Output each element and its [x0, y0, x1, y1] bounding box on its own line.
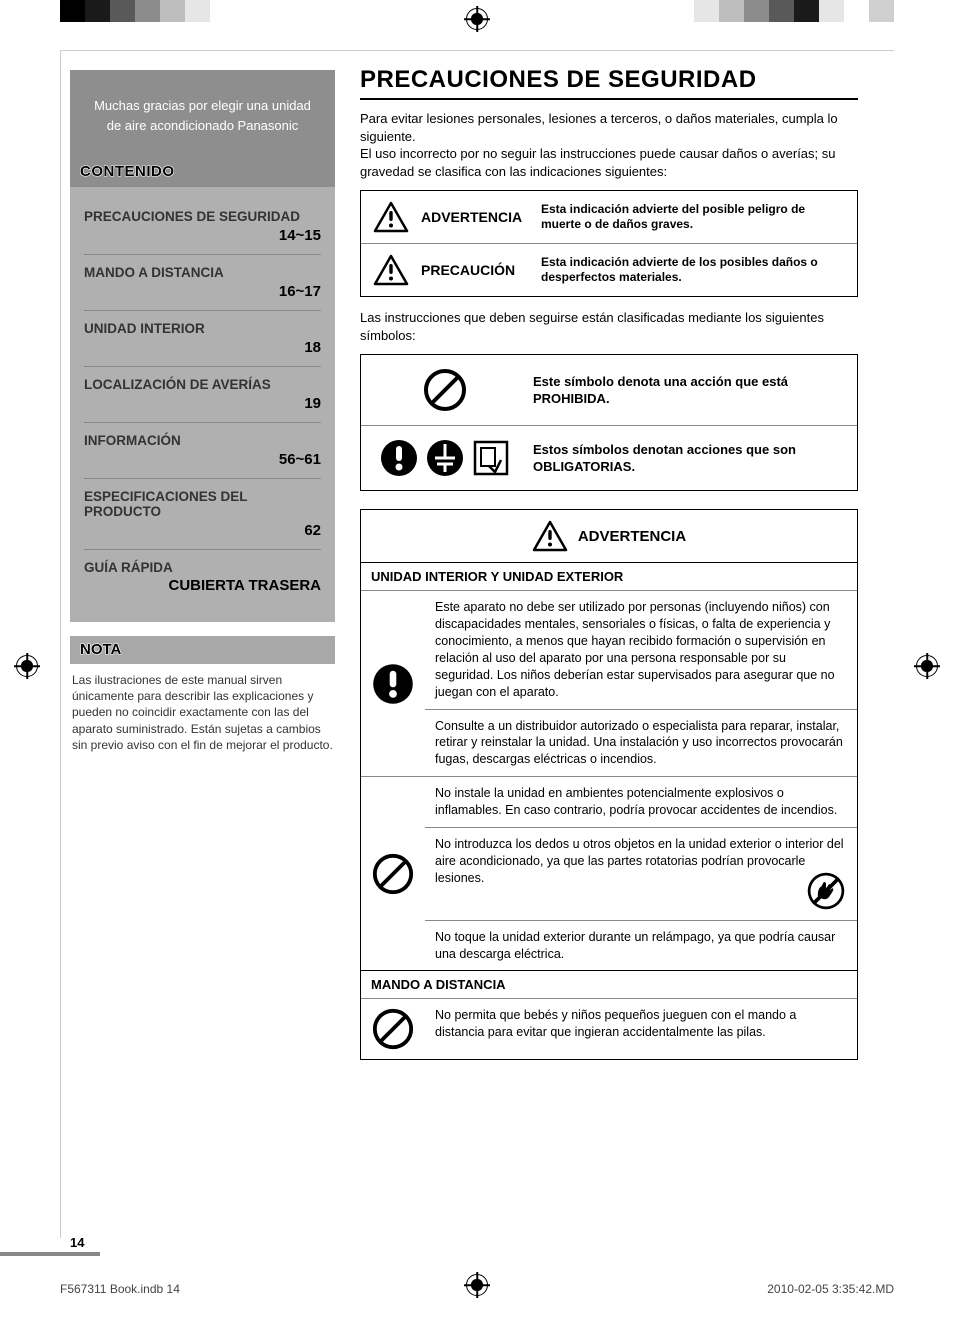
toc-item: ESPECIFICACIONES DEL PRODUCTO 62 [84, 479, 321, 550]
symbol-row-prohibited: Este símbolo denota una acción que está … [361, 355, 857, 426]
warning-text-inner: No introduzca los dedos u otros objetos … [435, 837, 844, 885]
prohibit-icon [361, 777, 425, 971]
toc-item-title: UNIDAD INTERIOR [84, 321, 321, 336]
warning-triangle-icon [532, 520, 568, 552]
toc-item: PRECAUCIONES DE SEGURIDAD 14~15 [84, 199, 321, 255]
advertencia-table-1: Este aparato no debe ser utilizado por p… [361, 590, 857, 970]
registration-mark-icon [466, 8, 488, 30]
warning-text: No introduzca los dedos u otros objetos … [425, 827, 857, 920]
section-unidad-header: UNIDAD INTERIOR Y UNIDAD EXTERIOR [361, 562, 857, 590]
severity-row: PRECAUCIÓN Esta indicación advierte de lo… [361, 244, 857, 296]
toc-header: CONTENIDO [70, 157, 335, 187]
severity-label: ADVERTENCIA [421, 209, 531, 225]
page-title: PRECAUCIONES DE SEGURIDAD [360, 66, 858, 100]
toc-item-page: 62 [84, 522, 321, 539]
advertencia-section: ADVERTENCIA UNIDAD INTERIOR Y UNIDAD EXT… [360, 509, 858, 1060]
table-row: No permita que bebés y niños pequeños ju… [361, 999, 857, 1060]
manual-page: Muchas gracias por elegir una unidad de … [0, 0, 954, 1318]
nota-body-text: Las ilustraciones de este manual sirven … [70, 664, 335, 761]
toc-item: MANDO A DISTANCIA 16~17 [84, 255, 321, 311]
toc-item-title: MANDO A DISTANCIA [84, 265, 321, 280]
toc-body: PRECAUCIONES DE SEGURIDAD 14~15 MANDO A DI… [70, 187, 335, 622]
table-row: No instale la unidad en ambientes potenc… [361, 777, 857, 828]
severity-desc: Esta indicación advierte de los posibles… [541, 255, 847, 286]
symbol-desc-prohibited: Este símbolo denota una acción que está … [533, 373, 843, 408]
table-row: Consulte a un distribuidor autorizado o … [361, 709, 857, 777]
warning-text: No toque la unidad exterior durante un r… [425, 920, 857, 970]
page-number: 14 [70, 1235, 84, 1250]
toc-guia-title: GUÍA RÁPIDA [84, 560, 321, 575]
toc-header-text: CONTENIDO [80, 163, 175, 180]
symbols-intro: Las instrucciones que deben seguirse est… [360, 309, 858, 344]
table-row: No introduzca los dedos u otros objetos … [361, 827, 857, 920]
toc-item: LOCALIZACIÓN DE AVERÍAS 19 [84, 367, 321, 423]
warning-triangle-icon [371, 199, 411, 235]
toc-item-page: 18 [84, 339, 321, 356]
symbol-desc-mandatory: Estos símbolos denotan acciones que son … [533, 441, 843, 476]
symbols-box: Este símbolo denota una acción que está … [360, 354, 858, 491]
nota-header: NOTA [70, 636, 335, 664]
severity-label: PRECAUCIÓN [421, 262, 531, 278]
toc-item-page: 14~15 [84, 227, 321, 244]
sidebar: Muchas gracias por elegir una unidad de … [70, 70, 335, 761]
toc-item-title: INFORMACIÓN [84, 433, 321, 448]
toc-item-guia: GUÍA RÁPIDA CUBIERTA TRASERA [84, 550, 321, 604]
no-fingers-icon [805, 870, 847, 912]
advertencia-table-2: No permita que bebés y niños pequeños ju… [361, 998, 857, 1059]
intro-line-1: Para evitar lesiones personales, lesione… [360, 111, 838, 144]
toc-item: INFORMACIÓN 56~61 [84, 423, 321, 479]
thanks-panel: Muchas gracias por elegir una unidad de … [70, 70, 335, 157]
footer-info: F567311 Book.indb 14 2010-02-05 3:35:42.… [60, 1282, 894, 1296]
toc-item-page: 56~61 [84, 451, 321, 468]
footer-timestamp: 2010-02-05 3:35:42.MD [767, 1282, 894, 1296]
section-mando-header: MANDO A DISTANCIA [361, 970, 857, 998]
severity-box: ADVERTENCIA Esta indicación advierte del … [360, 190, 858, 297]
registration-mark-icon [916, 655, 938, 677]
table-row: Este aparato no debe ser utilizado por p… [361, 591, 857, 709]
footer-bar [0, 1252, 100, 1256]
nota-header-text: NOTA [80, 641, 121, 658]
registration-mark-icon [16, 655, 38, 677]
severity-desc: Esta indicación advierte del posible pel… [541, 202, 847, 233]
toc-item: UNIDAD INTERIOR 18 [84, 311, 321, 367]
color-bar-right [694, 0, 894, 22]
toc-item-title: LOCALIZACIÓN DE AVERÍAS [84, 377, 321, 392]
toc-item-title: ESPECIFICACIONES DEL PRODUCTO [84, 489, 321, 519]
symbol-row-mandatory: Estos símbolos denotan acciones que son … [361, 426, 857, 490]
toc-item-page: 16~17 [84, 283, 321, 300]
toc-item-page: 19 [84, 395, 321, 412]
table-row: No toque la unidad exterior durante un r… [361, 920, 857, 970]
warning-triangle-icon [371, 252, 411, 288]
warning-text: Este aparato no debe ser utilizado por p… [425, 591, 857, 709]
warning-text: Consulte a un distribuidor autorizado o … [425, 709, 857, 777]
intro-paragraph: Para evitar lesiones personales, lesione… [360, 110, 858, 180]
toc-cubierta-text: CUBIERTA TRASERA [84, 577, 321, 594]
prohibit-icon [375, 367, 515, 413]
severity-row: ADVERTENCIA Esta indicación advierte del … [361, 191, 857, 244]
warning-text: No instale la unidad en ambientes potenc… [425, 777, 857, 828]
prohibit-icon [361, 999, 425, 1060]
mandatory-icon [361, 591, 425, 777]
footer-book: F567311 Book.indb 14 [60, 1282, 180, 1296]
main-content: PRECAUCIONES DE SEGURIDAD Para evitar le… [360, 66, 858, 1060]
intro-line-2: El uso incorrecto por no seguir las inst… [360, 146, 835, 179]
mandatory-icons [375, 438, 515, 478]
advertencia-header: ADVERTENCIA [361, 510, 857, 562]
color-bar-left [60, 0, 210, 22]
toc-item-title: PRECAUCIONES DE SEGURIDAD [84, 209, 321, 224]
advertencia-label: ADVERTENCIA [578, 528, 686, 545]
warning-text: No permita que bebés y niños pequeños ju… [425, 999, 857, 1060]
